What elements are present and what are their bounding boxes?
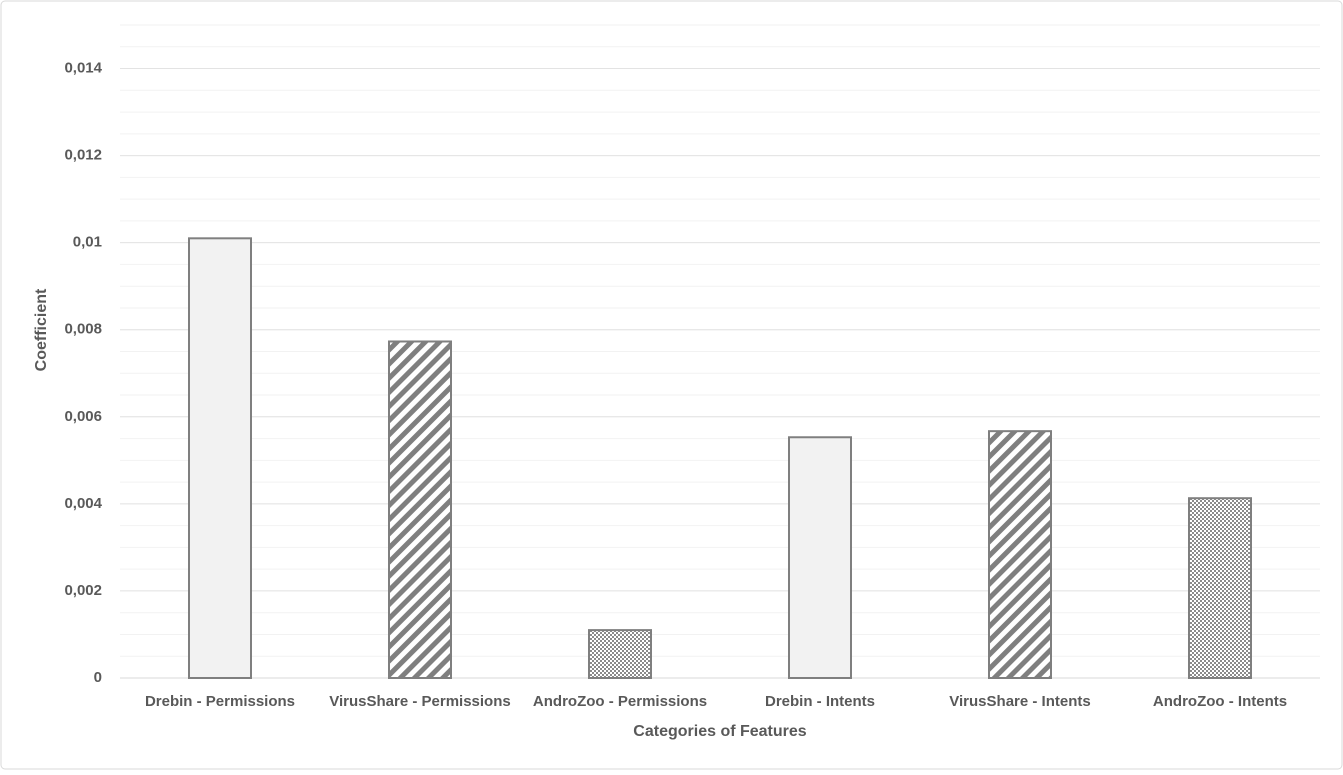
- x-tick-label: VirusShare - Permissions: [329, 693, 510, 710]
- bar: [1188, 497, 1252, 679]
- x-axis-title: Categories of Features: [633, 723, 806, 740]
- y-axis-title: Coefficient: [33, 288, 50, 371]
- x-tick-label: AndroZoo - Intents: [1153, 693, 1287, 710]
- y-tick-label: 0,014: [64, 60, 102, 77]
- bar: [788, 436, 852, 680]
- bar: [988, 430, 1052, 679]
- y-tick-label: 0,006: [64, 408, 102, 425]
- bar: [388, 340, 452, 679]
- bar: [188, 237, 252, 680]
- x-tick-label: AndroZoo - Permissions: [533, 693, 707, 710]
- y-tick-label: 0,004: [64, 495, 102, 512]
- x-tick-label: VirusShare - Intents: [949, 693, 1090, 710]
- y-tick-label: 0,012: [64, 147, 102, 164]
- x-tick-label: Drebin - Intents: [765, 693, 875, 710]
- y-tick-label: 0: [94, 669, 102, 686]
- bar: [588, 629, 652, 680]
- y-tick-label: 0,002: [64, 582, 102, 599]
- y-tick-label: 0,01: [73, 234, 102, 251]
- y-tick-label: 0,008: [64, 321, 102, 338]
- x-tick-label: Drebin - Permissions: [145, 693, 295, 710]
